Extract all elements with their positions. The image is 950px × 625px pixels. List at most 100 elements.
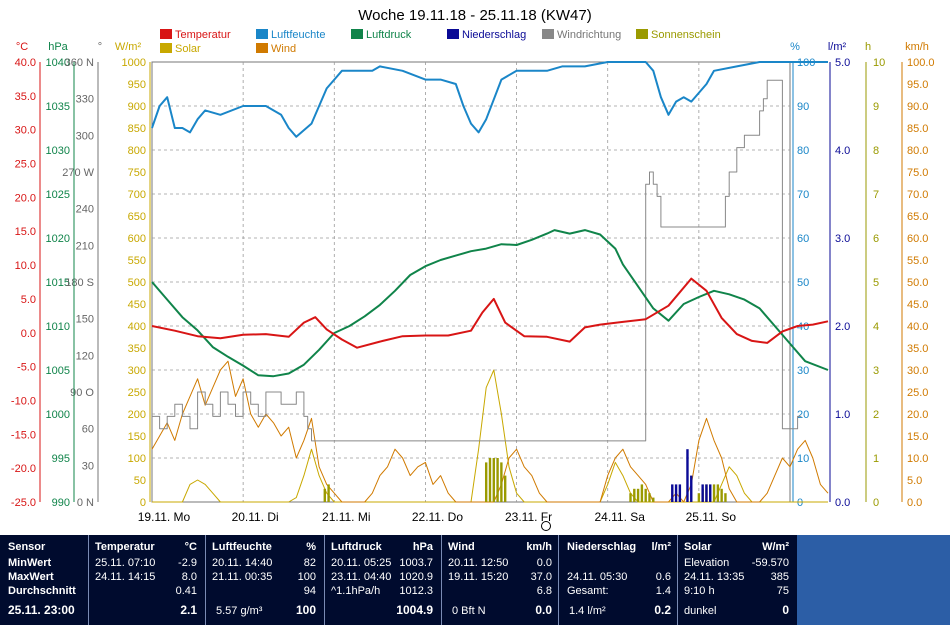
bar-sonnenschein bbox=[648, 493, 651, 502]
precipitation-column: Niederschlag l/m² 24.11. 05:30 0.6 Gesam… bbox=[558, 535, 677, 625]
min-label: MinWert bbox=[8, 557, 52, 569]
bar-niederschlag bbox=[678, 484, 682, 502]
press-max-time: 23.11. 04:40 bbox=[331, 571, 392, 583]
y-tick-label-wind: 65.0 bbox=[907, 211, 928, 223]
unit-label-wind_direction: ° bbox=[98, 41, 102, 53]
y-tick-label-temperature: -15.0 bbox=[11, 429, 36, 441]
y-tick-label-solar: 200 bbox=[128, 409, 146, 421]
y-tick-label-pressure: 1030 bbox=[46, 145, 70, 157]
y-tick-label-precipitation: 1.0 bbox=[835, 409, 850, 421]
y-tick-label-humidity: 40 bbox=[797, 321, 809, 333]
y-tick-label-solar: 750 bbox=[128, 167, 146, 179]
y-tick-label-wind: 15.0 bbox=[907, 431, 928, 443]
wind-beaufort: 0 Bft N bbox=[452, 605, 486, 617]
legend-label: Luftfeuchte bbox=[271, 29, 325, 41]
legend-swatch bbox=[160, 29, 172, 39]
y-tick-label-temperature: 30.0 bbox=[15, 125, 36, 137]
chart-title: Woche 19.11.18 - 25.11.18 (KW47) bbox=[358, 7, 591, 24]
solar-max-value: 385 bbox=[770, 571, 789, 583]
y-tick-label-pressure: 1040 bbox=[46, 57, 70, 69]
legend-swatch bbox=[542, 29, 554, 39]
temp-max-time: 24.11. 14:15 bbox=[95, 571, 156, 583]
y-tick-label-wind: 10.0 bbox=[907, 453, 928, 465]
y-tick-label-solar: 700 bbox=[128, 189, 146, 201]
x-axis-labels: 19.11. Mo 20.11. Di 21.11. Mi 22.11. Do 23.1… bbox=[138, 510, 737, 524]
y-tick-label-wind: 50.0 bbox=[907, 277, 928, 289]
legend-label: Windrichtung bbox=[557, 29, 621, 41]
bar-sonnenschein bbox=[496, 458, 499, 502]
y-tick-label-solar: 50 bbox=[134, 475, 146, 487]
temp-min-value: -2.9 bbox=[178, 557, 197, 569]
y-tick-label-pressure: 990 bbox=[52, 497, 70, 509]
bar-niederschlag bbox=[674, 484, 678, 502]
legend-swatch bbox=[636, 29, 648, 39]
legend-swatch bbox=[160, 43, 172, 53]
solar-max-time: 24.11. 13:35 bbox=[684, 571, 745, 583]
y-tick-label-temperature: -5.0 bbox=[17, 362, 36, 374]
x-tick-label: 19.11. Mo bbox=[138, 510, 191, 524]
y-tick-label-sunshine: 2 bbox=[873, 409, 879, 421]
y-tick-label-solar: 550 bbox=[128, 255, 146, 267]
precip-current-value: 0.2 bbox=[654, 603, 671, 617]
precip-sum: 1.4 l/m² bbox=[569, 605, 606, 617]
x-tick-label: 25.11. So bbox=[686, 510, 737, 524]
y-tick-label-sunshine: 9 bbox=[873, 101, 879, 113]
y-tick-label-temperature: -25.0 bbox=[11, 497, 36, 509]
y-tick-label-temperature: 40.0 bbox=[15, 57, 36, 69]
y-tick-label-sunshine: 4 bbox=[873, 321, 879, 333]
y-tick-label-humidity: 10 bbox=[797, 453, 809, 465]
y-tick-label-pressure: 995 bbox=[52, 453, 70, 465]
stats-table: Sensor MinWert MaxWert Durchschnitt 25.1… bbox=[0, 535, 797, 625]
legend-label: Wind bbox=[271, 43, 296, 55]
y-tick-label-wind: 75.0 bbox=[907, 167, 928, 179]
y-tick-label-wind: 45.0 bbox=[907, 299, 928, 311]
y-tick-label-precipitation: 2.0 bbox=[835, 321, 850, 333]
y-tick-label-wind_direction: 330 bbox=[76, 94, 94, 106]
y-tick-label-solar: 1000 bbox=[122, 57, 146, 69]
solar-header: Solar bbox=[684, 541, 712, 553]
solar-elevation-label: Elevation bbox=[684, 557, 730, 569]
y-tick-label-sunshine: 10 bbox=[873, 57, 885, 69]
bar-sonnenschein bbox=[629, 493, 632, 502]
y-tick-label-wind_direction: 180 S bbox=[65, 277, 94, 289]
y-tick-label-temperature: 0.0 bbox=[21, 328, 36, 340]
press-min-time: 20.11. 05:25 bbox=[331, 557, 392, 569]
solar-state: dunkel bbox=[684, 605, 717, 617]
y-tick-label-wind: 90.0 bbox=[907, 101, 928, 113]
y-tick-label-wind: 5.0 bbox=[907, 475, 922, 487]
press-avg-value: 1012.3 bbox=[399, 585, 433, 597]
bar-sonnenschein bbox=[323, 488, 326, 502]
y-tick-label-solar: 250 bbox=[128, 387, 146, 399]
line-luftdruck bbox=[151, 229, 829, 378]
weather-chart: Woche 19.11.18 - 25.11.18 (KW47) Tempera… bbox=[11, 7, 935, 531]
bar-niederschlag bbox=[705, 484, 708, 502]
series-layer bbox=[151, 61, 829, 503]
y-tick-label-humidity: 80 bbox=[797, 145, 809, 157]
y-tick-label-solar: 300 bbox=[128, 365, 146, 377]
y-tick-label-wind: 95.0 bbox=[907, 79, 928, 91]
legend-swatch bbox=[256, 29, 268, 39]
bar-sonnenschein bbox=[500, 462, 503, 502]
solar-unit: W/m² bbox=[762, 541, 789, 553]
y-tick-label-wind_direction: 30 bbox=[82, 460, 94, 472]
y-tick-label-solar: 150 bbox=[128, 431, 146, 443]
y-tick-label-wind: 20.0 bbox=[907, 409, 928, 421]
wind-max-value: 37.0 bbox=[530, 571, 552, 583]
wind-min-value: 0.0 bbox=[536, 557, 552, 569]
y-tick-label-solar: 650 bbox=[128, 211, 146, 223]
y-tick-label-humidity: 90 bbox=[797, 101, 809, 113]
y-tick-label-temperature: 35.0 bbox=[15, 91, 36, 103]
press-min-value: 1003.7 bbox=[399, 557, 433, 569]
y-tick-label-temperature: 20.0 bbox=[15, 192, 36, 204]
y-tick-label-humidity: 20 bbox=[797, 409, 809, 421]
y-tick-label-solar: 800 bbox=[128, 145, 146, 157]
legend: Temperatur Luftfeuchte Luftdruck Niederschl… bbox=[160, 29, 721, 55]
precip-unit: l/m² bbox=[651, 541, 671, 553]
y-tick-label-wind: 35.0 bbox=[907, 343, 928, 355]
x-tick-label: 22.11. Do bbox=[412, 510, 463, 524]
y-tick-label-wind_direction: 300 bbox=[76, 130, 94, 142]
press-max-value: 1020.9 bbox=[399, 571, 433, 583]
hum-max-value: 100 bbox=[297, 571, 316, 583]
x-tick-label: 23.11. Fr bbox=[505, 510, 552, 524]
y-tick-label-wind_direction: 360 N bbox=[65, 57, 94, 69]
